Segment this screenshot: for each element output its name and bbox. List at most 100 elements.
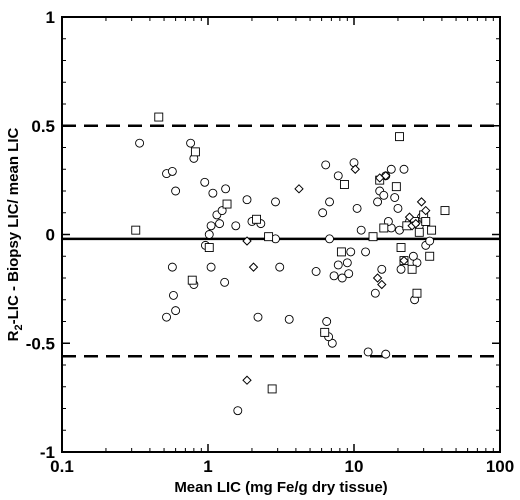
- circle-marker: [325, 197, 334, 207]
- circle-marker: [135, 138, 145, 148]
- x-tick-label: 1: [203, 457, 212, 476]
- diamond-marker: [248, 262, 259, 272]
- circle-marker: [361, 247, 371, 257]
- circle-marker: [275, 262, 285, 272]
- diamond-marker: [242, 375, 252, 385]
- circle-marker: [162, 312, 171, 322]
- circle-marker: [167, 262, 177, 272]
- reference-lines: [62, 124, 500, 358]
- circle-marker: [399, 164, 409, 174]
- x-tick-label: 0.1: [50, 457, 74, 476]
- circle-marker: [408, 251, 418, 261]
- circle-marker: [337, 273, 347, 283]
- y-tick-label: 0: [46, 226, 55, 245]
- circle-marker: [206, 262, 216, 272]
- circle-marker: [395, 225, 404, 235]
- x-axis-label: Mean LIC (mg Fe/g dry tissue): [174, 479, 387, 496]
- circle-marker: [327, 338, 337, 348]
- circle-marker: [346, 247, 356, 257]
- square-marker: [425, 251, 435, 261]
- circle-marker: [231, 221, 241, 231]
- diamond-marker: [404, 212, 415, 222]
- square-marker: [264, 232, 274, 242]
- y-axis-label-rest: -LIC - Biopsy LIC/ mean LIC: [5, 128, 22, 325]
- square-marker: [440, 206, 450, 216]
- circle-marker: [253, 312, 263, 322]
- x-tick-label: 100: [486, 457, 514, 476]
- square-marker: [379, 223, 389, 233]
- circle-marker: [221, 184, 231, 194]
- square-marker: [427, 225, 437, 235]
- plot-frame: [61, 16, 501, 453]
- diamond-marker: [377, 279, 387, 290]
- diamond-marker: [416, 197, 427, 207]
- circle-marker: [386, 164, 396, 174]
- circle-marker: [233, 406, 243, 416]
- circle-marker: [333, 171, 343, 181]
- square-marker: [396, 243, 406, 253]
- circle-marker: [242, 195, 252, 205]
- square-marker: [368, 232, 378, 242]
- square-marker: [252, 214, 261, 224]
- data-points: [131, 112, 450, 416]
- circle-marker: [322, 317, 332, 326]
- circle-marker: [215, 219, 225, 229]
- diamond-marker: [421, 205, 431, 216]
- circle-marker: [167, 166, 177, 176]
- circle-marker: [352, 203, 362, 213]
- circle-marker: [379, 190, 389, 200]
- circle-marker: [329, 271, 339, 281]
- diamond-marker: [294, 184, 304, 194]
- diamond-marker: [381, 171, 391, 181]
- square-marker: [412, 288, 422, 298]
- square-marker: [190, 147, 200, 157]
- circle-marker: [200, 177, 210, 187]
- square-marker: [267, 384, 277, 394]
- circle-marker: [284, 314, 294, 324]
- circle-marker: [169, 290, 178, 300]
- circle-marker: [349, 158, 359, 168]
- circle-marker: [356, 225, 366, 235]
- circle-marker: [370, 288, 380, 298]
- square-marker: [395, 132, 404, 142]
- circle-marker: [171, 186, 181, 196]
- circle-marker: [344, 269, 354, 279]
- square-marker: [222, 199, 232, 209]
- circle-marker: [396, 264, 406, 274]
- y-tick-label: -1: [40, 443, 55, 462]
- y-tick-label: 0.5: [31, 117, 55, 136]
- circle-marker: [390, 193, 400, 202]
- circle-marker: [204, 230, 214, 239]
- circle-marker: [381, 349, 391, 359]
- y-axis-label-subscript: 2: [13, 324, 25, 330]
- circle-marker: [318, 208, 328, 218]
- square-marker: [320, 327, 330, 337]
- square-marker: [407, 264, 417, 274]
- circle-marker: [425, 236, 435, 246]
- circle-marker: [217, 206, 227, 216]
- y-axis-label: R2-LIC - Biopsy LIC/ mean LIC: [5, 128, 25, 342]
- y-tick-label: -0.5: [26, 334, 55, 353]
- x-tick-label: 10: [345, 457, 364, 476]
- diamond-marker: [242, 236, 252, 246]
- circle-marker: [383, 216, 393, 226]
- square-marker: [154, 112, 164, 122]
- y-axis-label-r: R: [5, 330, 22, 341]
- circle-marker: [206, 221, 216, 231]
- circle-marker: [271, 197, 280, 207]
- square-marker: [204, 243, 214, 253]
- diamond-marker: [372, 273, 383, 283]
- circle-marker: [373, 197, 383, 207]
- circle-marker: [321, 160, 331, 170]
- circle-marker: [333, 260, 343, 270]
- circle-marker: [377, 264, 387, 274]
- square-marker: [131, 225, 141, 235]
- diamond-marker: [399, 255, 409, 266]
- circle-marker: [342, 258, 352, 268]
- circle-marker: [220, 277, 230, 287]
- y-tick-label: 1: [46, 8, 55, 27]
- square-marker: [339, 180, 349, 189]
- square-marker: [391, 182, 401, 192]
- circle-marker: [393, 203, 403, 213]
